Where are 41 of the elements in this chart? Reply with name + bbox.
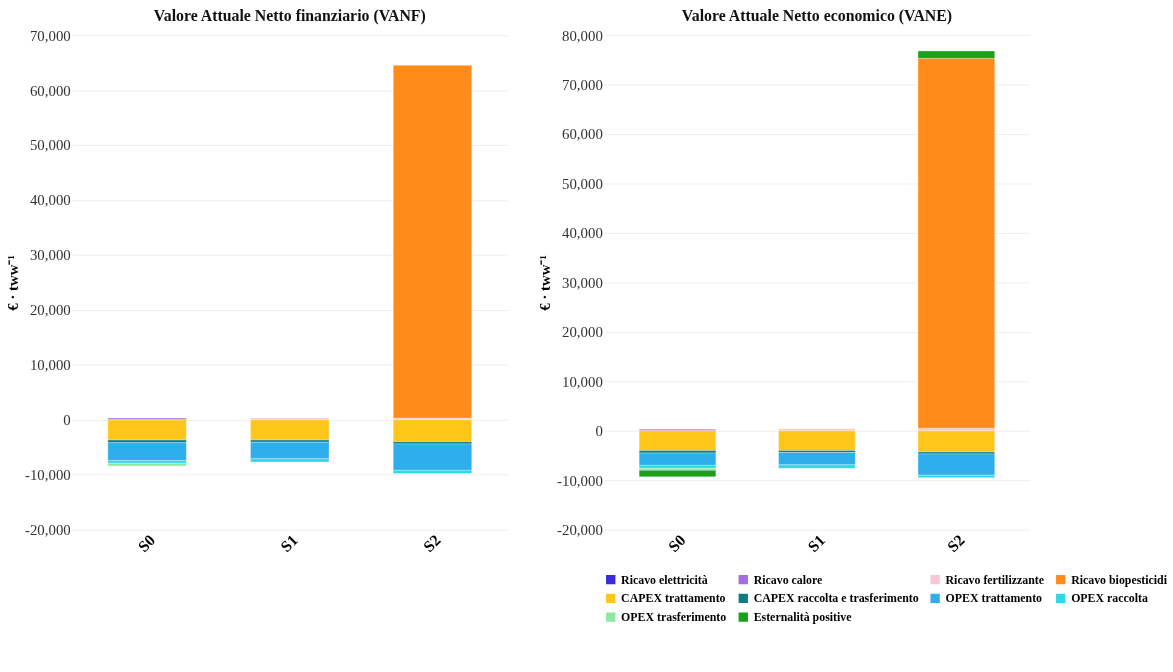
- y-tick-label: 70,000: [562, 77, 603, 94]
- y-axis-title: € · tww⁻¹: [5, 255, 22, 311]
- legend-label: OPEX trattamento: [945, 591, 1043, 606]
- chart-title: Valore Attuale Netto economico (VANE): [681, 7, 953, 26]
- legend-label: CAPEX raccolta e trasferimento: [753, 591, 919, 606]
- y-tick-label: 70,000: [29, 27, 71, 44]
- legend-label: OPEX trasferimento: [621, 610, 727, 625]
- x-tick-label: S0: [664, 531, 689, 556]
- y-tick-label: 10,000: [562, 373, 603, 390]
- y-tick-label: 80,000: [562, 27, 603, 44]
- y-tick-label: 40,000: [562, 225, 603, 242]
- chart-title: Valore Attuale Netto finanziario (VANF): [153, 7, 426, 26]
- y-tick-label: 30,000: [29, 247, 71, 264]
- legend-label: Ricavo biopesticidi: [1071, 572, 1168, 587]
- x-tick-label: S2: [419, 531, 444, 556]
- x-tick-label: S1: [804, 531, 829, 556]
- y-tick-label: -20,000: [25, 522, 71, 539]
- y-tick-label: 60,000: [562, 126, 603, 143]
- y-tick-label: 20,000: [562, 324, 603, 341]
- y-tick-label: 10,000: [29, 357, 71, 374]
- y-tick-label: -20,000: [557, 522, 603, 539]
- y-tick-label: 0: [63, 412, 71, 429]
- legend-label: Ricavo calore: [753, 572, 823, 587]
- y-tick-label: -10,000: [25, 467, 71, 484]
- legend-label: Ricavo fertilizzante: [945, 572, 1044, 587]
- x-tick-label: S1: [277, 531, 302, 556]
- y-tick-label: 60,000: [29, 82, 71, 99]
- y-tick-label: 40,000: [29, 192, 71, 209]
- x-tick-label: S2: [943, 531, 968, 556]
- y-tick-label: 20,000: [29, 302, 71, 319]
- y-tick-label: -10,000: [557, 472, 603, 489]
- y-tick-label: 50,000: [562, 175, 603, 192]
- legend-label: Ricavo elettricità: [621, 572, 708, 587]
- legend-label: CAPEX trattamento: [621, 591, 726, 606]
- legend-label: OPEX raccolta: [1071, 591, 1148, 606]
- x-tick-label: S0: [134, 531, 159, 556]
- y-tick-label: 30,000: [562, 274, 603, 291]
- y-tick-label: 0: [595, 423, 603, 440]
- legend-label: Esternalità positive: [753, 610, 852, 625]
- y-axis-title: € · tww⁻¹: [537, 255, 554, 311]
- y-tick-label: 50,000: [29, 137, 71, 154]
